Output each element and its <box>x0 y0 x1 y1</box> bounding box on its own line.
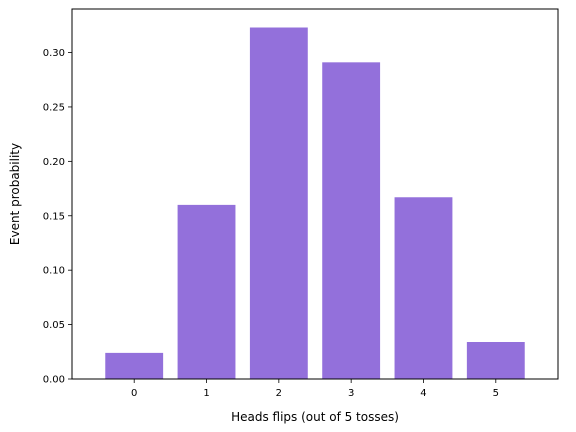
x-ticks: 0 1 2 3 4 5 <box>131 379 499 399</box>
x-tick-label: 3 <box>348 388 354 399</box>
y-tick-label: 0.05 <box>43 320 65 331</box>
bar-2 <box>249 27 308 379</box>
y-tick-label: 0.30 <box>43 48 65 59</box>
y-tick-label: 0.15 <box>43 211 65 222</box>
bars-group <box>105 27 525 379</box>
x-tick-label: 5 <box>493 388 499 399</box>
y-tick-label: 0.00 <box>43 375 65 386</box>
y-axis-label: Event probability <box>8 143 22 245</box>
x-tick-label: 0 <box>131 388 137 399</box>
bar-4 <box>394 197 453 379</box>
y-tick-label: 0.10 <box>43 266 65 277</box>
bar-3 <box>322 62 381 379</box>
x-tick-label: 4 <box>420 388 426 399</box>
y-tick-label: 0.20 <box>43 157 65 168</box>
x-axis-label: Heads flips (out of 5 tosses) <box>231 410 399 424</box>
axes-frame <box>71 8 559 380</box>
bar-1 <box>177 204 236 379</box>
bar-0 <box>105 352 164 379</box>
y-tick-label: 0.25 <box>43 102 65 113</box>
y-ticks: 0.00 0.05 0.10 0.15 0.20 0.25 0.30 <box>43 48 72 386</box>
bar-5 <box>466 342 525 379</box>
x-tick-label: 1 <box>203 388 209 399</box>
x-tick-label: 2 <box>276 388 282 399</box>
